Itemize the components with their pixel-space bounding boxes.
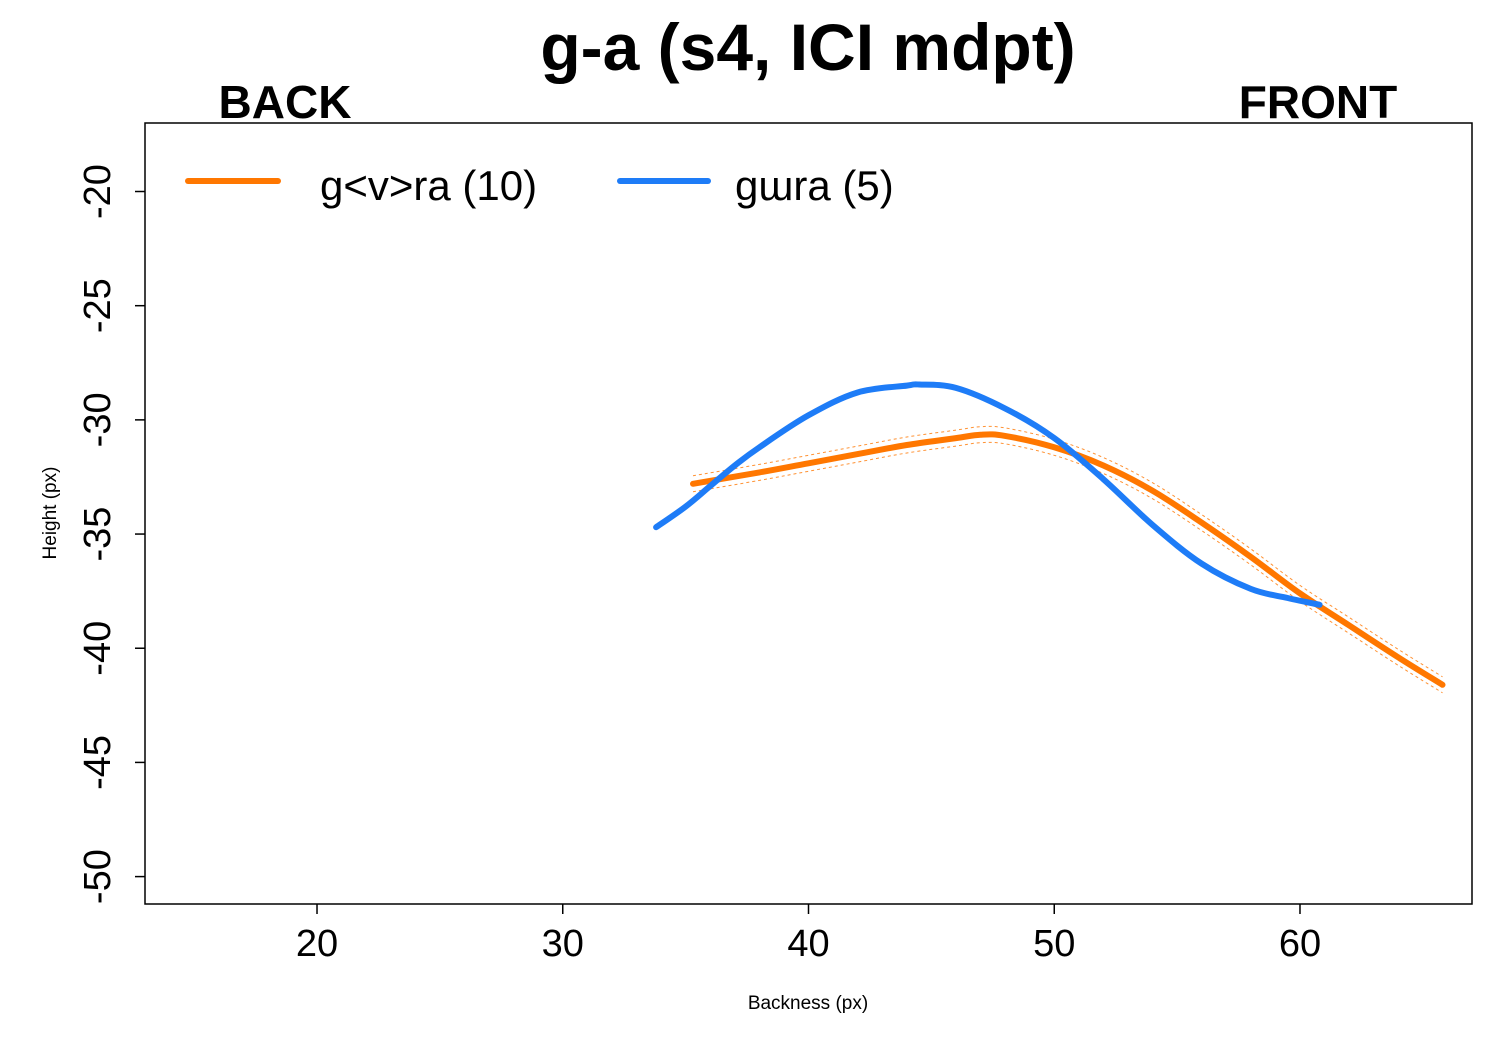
legend-label-series-1: g<v>ra (10) [320, 162, 537, 209]
x-tick-label: 50 [1033, 923, 1075, 965]
legend-label-series-2: gɯra (5) [735, 162, 894, 209]
series-layer [653, 381, 1446, 694]
y-tick-label: -20 [77, 164, 119, 219]
series-2-line [653, 381, 1323, 608]
x-axis-label: Backness (px) [748, 993, 868, 1014]
back-label: BACK [219, 76, 352, 128]
x-tick-label: 30 [542, 923, 584, 965]
y-tick-label: -45 [77, 735, 119, 790]
x-tick-label: 60 [1279, 923, 1321, 965]
x-axis: 20 30 40 50 60 [296, 904, 1321, 965]
y-axis: -20 -25 -30 -35 -40 -45 -50 [77, 164, 145, 904]
y-tick-label: -35 [77, 507, 119, 562]
front-label: FRONT [1239, 76, 1397, 128]
plot-frame [144, 122, 1473, 905]
chart-title: g-a (s4, ICI mdpt) [540, 10, 1075, 84]
y-tick-label: -50 [77, 849, 119, 904]
y-axis-label: Height (px) [40, 467, 61, 560]
x-tick-label: 20 [296, 923, 338, 965]
legend: g<v>ra (10) gɯra (5) [185, 162, 894, 209]
y-tick-label: -30 [77, 392, 119, 447]
y-tick-label: -40 [77, 621, 119, 676]
series-1-ci-band [692, 441, 1443, 694]
y-tick-label: -25 [77, 278, 119, 333]
x-tick-label: 40 [787, 923, 829, 965]
